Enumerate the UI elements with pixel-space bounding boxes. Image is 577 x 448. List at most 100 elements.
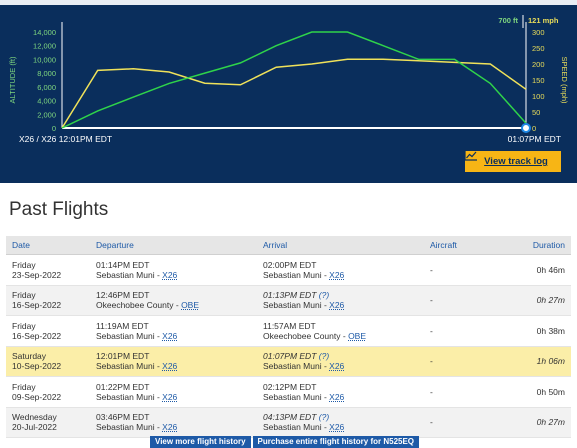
arrival-airport: Sebastian Muni - [263, 361, 330, 372]
date-cell: Wednesday 20-Jul-2022 [6, 407, 90, 438]
col-arrival[interactable]: Arrival [257, 236, 424, 255]
table-row[interactable]: Friday 09-Sep-2022 01:22PM EDT Sebastian Mu… [6, 376, 571, 408]
altitude-tick-label: 2,000 [37, 110, 56, 119]
arrival-cell: 11:57AM EDT Okeechobee County - OBE [257, 315, 424, 347]
flight-date: 09-Sep-2022 [12, 391, 62, 402]
altitude-tick-label: 10,000 [33, 55, 56, 64]
flight-day: Friday [12, 381, 36, 392]
departure-airport: Okeechobee County - [96, 300, 182, 311]
flight-day: Friday [12, 290, 36, 301]
aircraft-cell: - [424, 285, 516, 316]
speed-tick-label: 50 [532, 108, 540, 117]
arrival-airport: Sebastian Muni - [263, 300, 330, 311]
estimated-arrival-help[interactable]: (?) [318, 351, 330, 362]
speed-tick-label: 100 [532, 92, 545, 101]
departure-cell: 01:14PM EDT Sebastian Muni - X26 [90, 254, 257, 286]
departure-airport-code[interactable]: X26 [162, 361, 178, 372]
arrival-airport-code[interactable]: X26 [329, 391, 345, 402]
altitude-tick-label: 12,000 [33, 42, 56, 51]
table-row[interactable]: Friday 23-Sep-2022 01:14PM EDT Sebastian Mu… [6, 254, 571, 286]
altitude-series-line [61, 31, 527, 129]
departure-cell: 01:22PM EDT Sebastian Muni - X26 [90, 376, 257, 408]
table-row[interactable]: Friday 16-Sep-2022 11:19AM EDT Sebastian Mu… [6, 315, 571, 347]
estimated-arrival-help[interactable]: (?) [318, 412, 330, 423]
flight-day: Friday [12, 259, 36, 270]
speed-axis-label: SPEED (mph) [560, 56, 569, 104]
arrival-airport-code[interactable]: X26 [329, 361, 345, 372]
arrival-time: 02:12PM EDT [263, 381, 317, 392]
flight-date: 23-Sep-2022 [12, 269, 62, 280]
departure-time: 12:46PM EDT [96, 290, 150, 301]
col-departure[interactable]: Departure [90, 236, 257, 255]
view-more-history-button[interactable]: View more flight history [150, 436, 251, 448]
altitude-axis-label: ALTITUDE (ft) [8, 56, 17, 103]
altitude-tick-label: 0 [52, 124, 56, 133]
departure-airport-code[interactable]: X26 [162, 391, 178, 402]
flight-day: Friday [12, 320, 36, 331]
duration-cell: 0h 38m [516, 315, 571, 347]
arrival-cell: 04:13PM EDT (?) Sebastian Muni - X26 [257, 407, 424, 438]
arrival-time: 02:00PM EDT [263, 259, 317, 270]
date-cell: Friday 09-Sep-2022 [6, 376, 90, 408]
table-row[interactable]: Wednesday 20-Jul-2022 03:46PM EDT Sebastian… [6, 407, 571, 438]
arrival-airport-code[interactable]: X26 [329, 300, 345, 311]
purchase-history-button[interactable]: Purchase entire flight history for N525E… [252, 436, 420, 448]
departure-cell: 12:46PM EDT Okeechobee County - OBE [90, 285, 257, 316]
flight-date: 10-Sep-2022 [12, 361, 62, 372]
col-duration[interactable]: Duration [516, 236, 571, 255]
departure-airport-code[interactable]: X26 [162, 422, 178, 433]
departure-airport: Sebastian Muni - [96, 361, 163, 372]
arrival-airport-code[interactable]: X26 [329, 269, 345, 280]
departure-time: 03:46PM EDT [96, 412, 150, 423]
arrival-time: 01:13PM EDT [263, 290, 317, 301]
departure-airport: Sebastian Muni - [96, 391, 163, 402]
aircraft-cell: - [424, 376, 516, 408]
arrival-airport-code[interactable]: X26 [329, 422, 345, 433]
arrival-airport: Sebastian Muni - [263, 391, 330, 402]
flight-day: Wednesday [12, 412, 57, 423]
speed-series-line [61, 58, 527, 129]
altitude-tick-label: 8,000 [37, 69, 56, 78]
date-cell: Friday 23-Sep-2022 [6, 254, 90, 286]
table-header-row: Date Departure Arrival Aircraft Duration [6, 236, 571, 255]
departure-airport-code[interactable]: X26 [162, 330, 178, 341]
speed-tick-label: 200 [532, 60, 545, 69]
duration-cell: 0h 27m [516, 285, 571, 316]
arrival-time: 11:57AM EDT [263, 320, 316, 331]
departure-airport-code[interactable]: X26 [162, 269, 178, 280]
departure-time: 01:14PM EDT [96, 259, 150, 270]
current-speed: 121 mph [528, 16, 559, 25]
current-position-marker [521, 123, 531, 133]
past-flights-title: Past Flights [9, 199, 109, 220]
arrival-cell: 02:12PM EDT Sebastian Muni - X26 [257, 376, 424, 408]
aircraft-cell: - [424, 315, 516, 347]
estimated-arrival-help[interactable]: (?) [318, 290, 330, 301]
departure-time: 11:19AM EDT [96, 320, 149, 331]
departure-airport: Sebastian Muni - [96, 330, 163, 341]
col-aircraft[interactable]: Aircraft [424, 236, 516, 255]
departure-airport-code[interactable]: OBE [181, 300, 200, 311]
col-date[interactable]: Date [6, 236, 90, 255]
flight-date: 16-Sep-2022 [12, 330, 62, 341]
date-cell: Friday 16-Sep-2022 [6, 285, 90, 316]
arrival-airport-code[interactable]: OBE [348, 330, 367, 341]
view-track-log-label: View track log [484, 156, 548, 167]
aircraft-cell: - [424, 407, 516, 438]
duration-cell: 1h 06m [516, 346, 571, 377]
date-cell: Saturday 10-Sep-2022 [6, 346, 90, 377]
table-row[interactable]: Friday 16-Sep-2022 12:46PM EDT Okeechobee C… [6, 285, 571, 316]
route-end-time: 01:07PM EDT [507, 134, 561, 144]
arrival-time: 04:13PM EDT [263, 412, 317, 423]
current-altitude: 700 ft [498, 16, 518, 25]
table-row[interactable]: Saturday 10-Sep-2022 12:01PM EDT Sebastian … [6, 346, 571, 377]
departure-cell: 11:19AM EDT Sebastian Muni - X26 [90, 315, 257, 347]
arrival-airport: Okeechobee County - [263, 330, 349, 341]
flight-date: 16-Sep-2022 [12, 300, 62, 311]
arrival-airport: Sebastian Muni - [263, 269, 330, 280]
aircraft-cell: - [424, 254, 516, 286]
view-track-log-button[interactable]: View track log [465, 151, 561, 172]
arrival-cell: 01:13PM EDT (?) Sebastian Muni - X26 [257, 285, 424, 316]
speed-axis: 300 250 200 150 100 50 0 [532, 28, 545, 133]
route-start-label: X26 / X26 12:01PM EDT [19, 134, 113, 144]
duration-cell: 0h 50m [516, 376, 571, 408]
